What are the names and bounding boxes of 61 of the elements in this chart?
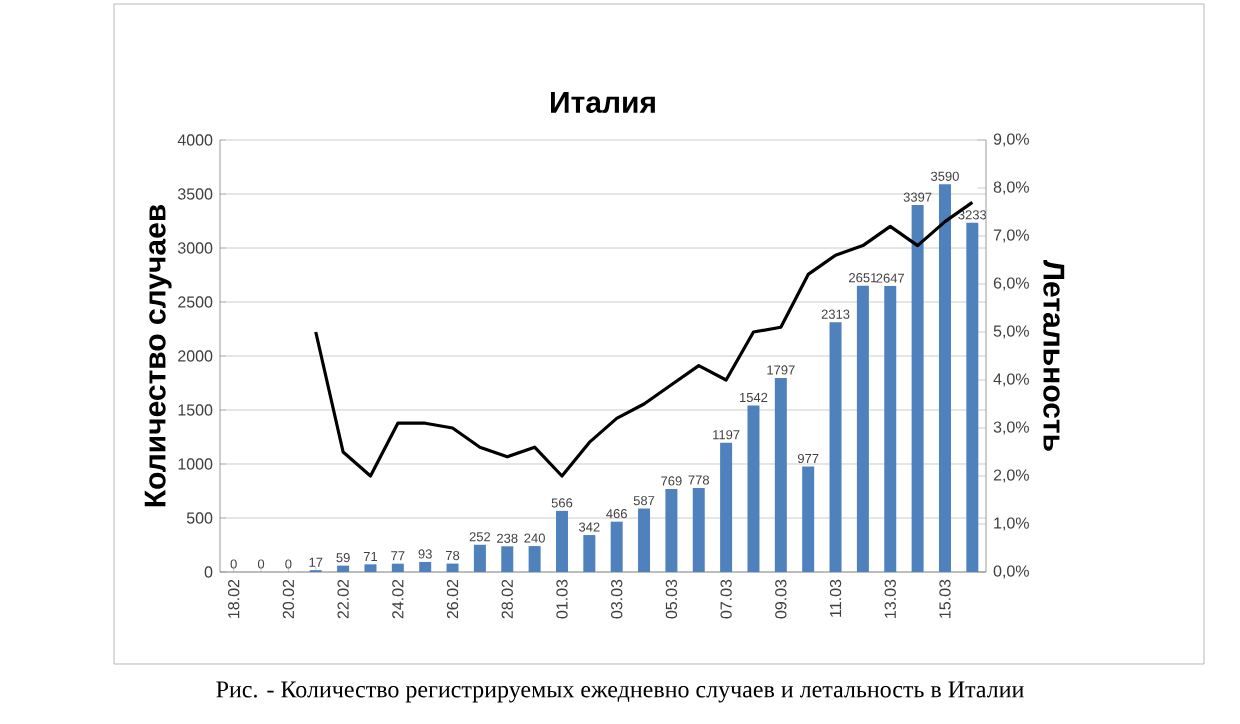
bar	[364, 564, 377, 572]
x-tick-label: 03.03	[611, 579, 623, 619]
y2-tick-label: 5,0%	[993, 325, 1029, 339]
bar	[391, 563, 404, 572]
bar	[938, 184, 951, 572]
text: Рис. - Количество регистрируемых ежедневно случаев и летальность в Италии	[216, 681, 1024, 703]
x-tick-label: 07.03	[720, 579, 732, 619]
x-tick-label: 28.02	[501, 579, 513, 619]
x-tick-label: 13.03	[884, 579, 896, 618]
y2-tick-label: 7,0%	[993, 229, 1029, 243]
x-tick-label: 20.02	[282, 579, 295, 619]
y2-tick-label: 4,0%	[993, 373, 1029, 387]
y-tick-label: 0	[204, 566, 213, 578]
bar	[911, 205, 924, 572]
x-tick-label: 24.02	[392, 579, 404, 619]
x-tick-label: 11.03	[829, 579, 842, 617]
y-tick-label: 500	[186, 512, 213, 524]
bar	[829, 322, 842, 572]
y2-tick-label: 8,0%	[993, 181, 1029, 195]
bar	[747, 405, 760, 572]
x-tick-label: 22.02	[337, 579, 349, 619]
x-tick-label: 26.02	[446, 579, 459, 619]
y-tick-label: 2500	[178, 296, 213, 308]
x-tick-label: 05.03	[665, 579, 678, 619]
bar	[638, 508, 651, 572]
bar	[583, 535, 596, 572]
bar	[610, 521, 623, 572]
y2-tick-label: 9,0%	[993, 133, 1029, 147]
bar	[720, 442, 733, 572]
y2-tick-label: 3,0%	[993, 421, 1029, 435]
y2-tick-label: 1,0%	[994, 517, 1029, 531]
bar	[692, 487, 705, 572]
bar	[856, 285, 869, 572]
x-tick-label: 18.02	[228, 579, 240, 618]
y-tick-label: 3500	[177, 188, 213, 200]
x-tick-label: 01.03	[556, 579, 568, 619]
y2-tick-label: 6,0%	[993, 277, 1029, 291]
bar	[473, 544, 486, 572]
bar	[884, 286, 897, 572]
y-tick-label: 1000	[178, 458, 213, 470]
x-tick-label: 09.03	[775, 579, 787, 619]
y2-tick-label: 2,0%	[993, 469, 1029, 483]
y-tick-label: 2000	[178, 350, 213, 362]
bar	[966, 222, 979, 572]
x-tick-label: 15.03	[939, 579, 951, 618]
bar	[337, 565, 350, 572]
y-axis-title: Количество случаев	[144, 204, 172, 507]
y2-tick-label: 0,0%	[993, 565, 1029, 579]
bar	[446, 563, 459, 572]
y-tick-label: 1500	[178, 404, 213, 416]
bar	[555, 510, 568, 572]
bar	[501, 546, 514, 572]
bar	[802, 466, 815, 572]
bar	[528, 546, 541, 572]
y2-axis-title: Летальность	[1043, 260, 1065, 451]
y-tick-label: 4000	[177, 134, 213, 146]
bar	[665, 488, 678, 572]
bar	[419, 561, 432, 572]
y-tick-label: 3000	[177, 242, 213, 254]
bar	[774, 377, 787, 572]
chart-title: Италия	[551, 92, 655, 113]
